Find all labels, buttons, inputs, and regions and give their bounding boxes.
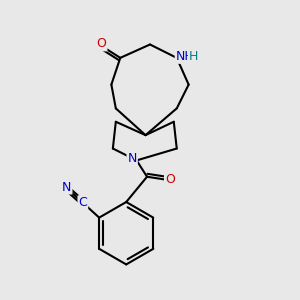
Text: N: N [62, 181, 71, 194]
Text: O: O [165, 173, 175, 186]
Text: O: O [97, 38, 106, 50]
Text: N: N [128, 152, 137, 165]
Text: H: H [188, 50, 198, 63]
Text: NH: NH [176, 50, 194, 63]
Text: C: C [79, 196, 87, 209]
